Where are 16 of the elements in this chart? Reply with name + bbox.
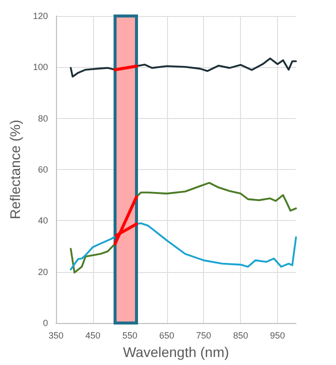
y-tick-label: 40 [38,216,48,226]
x-axis-title: Wavelength (nm) [122,344,230,360]
x-tick-label: 850 [233,330,248,340]
y-tick-label: 100 [32,62,48,72]
x-tick-label: 750 [196,330,212,340]
y-tick-label: 80 [38,113,48,124]
y-tick-label: 0 [42,318,48,328]
x-tick-label: 350 [48,330,64,340]
y-tick-label: 120 [32,11,48,21]
y-axis-title: Reflectance (%) [7,120,24,220]
x-tick-label: 550 [122,330,138,340]
y-tick-label: 60 [38,164,48,174]
x-tick-label: 450 [85,330,100,340]
y-tick-label: 20 [38,266,48,277]
x-tick-label: 650 [159,330,174,340]
x-tick-label: 950 [270,330,286,340]
